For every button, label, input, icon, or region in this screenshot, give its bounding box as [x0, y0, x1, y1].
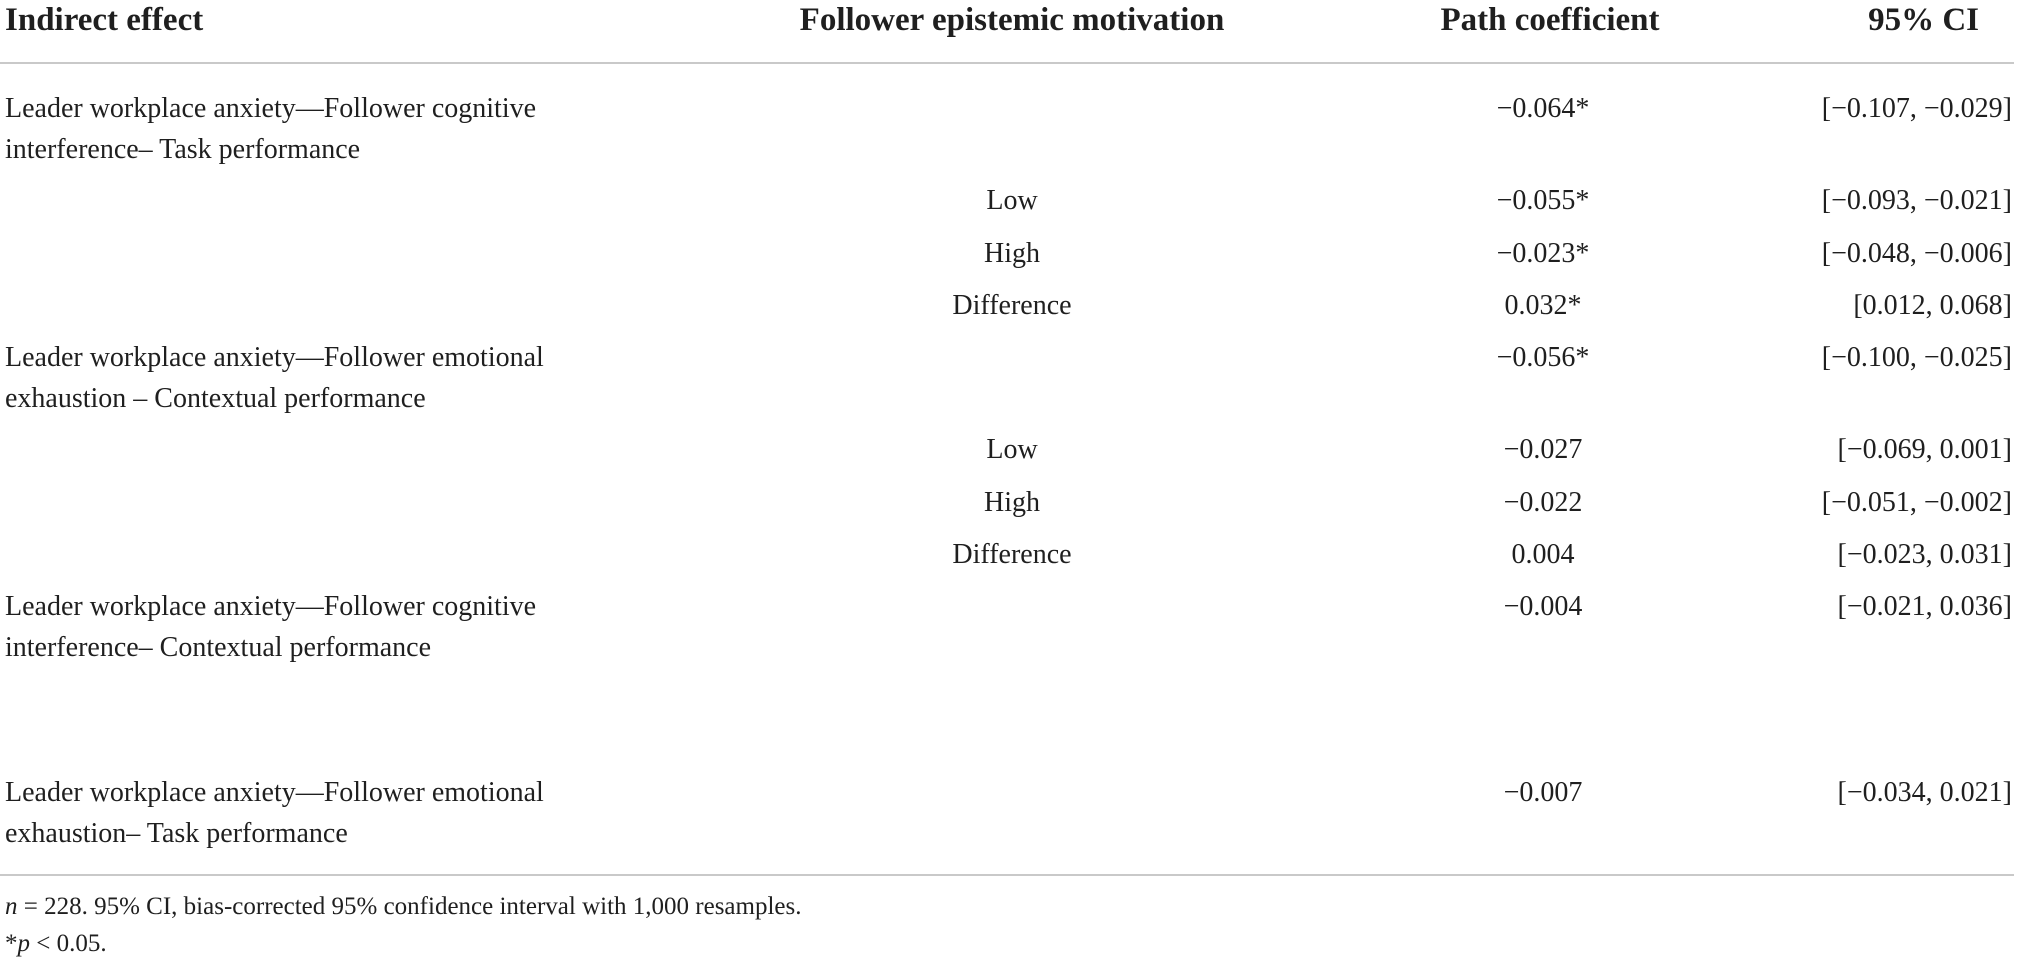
- row-confidence-interval: [−0.100, −0.025]: [1821, 342, 2012, 373]
- row-confidence-interval: [−0.107, −0.029]: [1821, 93, 2012, 124]
- row-effect-line1: Leader workplace anxiety—Follower emotio…: [5, 342, 544, 373]
- row-path-coefficient: −0.027: [1503, 434, 1583, 465]
- footnote-sample-size: n = 228. 95% CI, bias-corrected 95% conf…: [5, 889, 802, 925]
- row-path-coefficient: −0.007: [1503, 777, 1583, 808]
- row-motivation-level: Low: [986, 434, 1038, 465]
- row-motivation-level: High: [984, 238, 1040, 269]
- row-path-coefficient: −0.055*: [1496, 185, 1590, 216]
- row-path-coefficient: 0.004: [1511, 539, 1575, 570]
- row-effect-line2: interference– Contextual performance: [5, 632, 432, 663]
- row-effect-line2: interference– Task performance: [5, 134, 361, 165]
- header-rule: [0, 62, 2014, 64]
- row-confidence-interval: [−0.034, 0.021]: [1837, 777, 2012, 808]
- header-path-coefficient: Path coefficient: [1440, 2, 1660, 38]
- row-path-coefficient: −0.022: [1503, 487, 1583, 518]
- footnote-sample-size-text: = 228. 95% CI, bias-corrected 95% confid…: [17, 893, 802, 920]
- row-confidence-interval: [−0.069, 0.001]: [1837, 434, 2012, 465]
- row-path-coefficient: −0.023*: [1496, 238, 1590, 269]
- significance-star: *: [5, 930, 18, 957]
- row-confidence-interval: [−0.051, −0.002]: [1821, 487, 2012, 518]
- footnote-significance: *p < 0.05.: [5, 926, 107, 962]
- row-confidence-interval: [−0.021, 0.036]: [1837, 591, 2012, 622]
- row-confidence-interval: [−0.093, −0.021]: [1821, 185, 2012, 216]
- row-effect-line1: Leader workplace anxiety—Follower emotio…: [5, 777, 544, 808]
- row-effect-line1: Leader workplace anxiety—Follower cognit…: [5, 93, 537, 124]
- p-symbol: p: [17, 930, 31, 957]
- row-path-coefficient: −0.064*: [1496, 93, 1590, 124]
- row-motivation-level: High: [984, 487, 1040, 518]
- row-effect-line2: exhaustion – Contextual performance: [5, 383, 426, 414]
- row-effect-line2: exhaustion– Task performance: [5, 818, 348, 849]
- footnote-significance-text: < 0.05.: [30, 930, 107, 957]
- n-symbol: n: [5, 893, 18, 920]
- row-effect-line1: Leader workplace anxiety—Follower cognit…: [5, 591, 537, 622]
- row-motivation-level: Difference: [952, 539, 1072, 570]
- row-motivation-level: Difference: [952, 290, 1072, 321]
- row-motivation-level: Low: [986, 185, 1038, 216]
- row-confidence-interval: [−0.023, 0.031]: [1837, 539, 2012, 570]
- row-confidence-interval: [0.012, 0.068]: [1853, 290, 2012, 321]
- row-confidence-interval: [−0.048, −0.006]: [1821, 238, 2012, 269]
- row-path-coefficient: −0.056*: [1496, 342, 1590, 373]
- row-path-coefficient: 0.032*: [1504, 290, 1582, 321]
- header-indirect-effect: Indirect effect: [5, 2, 204, 38]
- row-path-coefficient: −0.004: [1503, 591, 1583, 622]
- header-follower-epistemic-motivation: Follower epistemic motivation: [799, 2, 1225, 38]
- header-95-ci: 95% CI: [1868, 2, 1979, 38]
- table-bottom-rule: [0, 874, 2014, 876]
